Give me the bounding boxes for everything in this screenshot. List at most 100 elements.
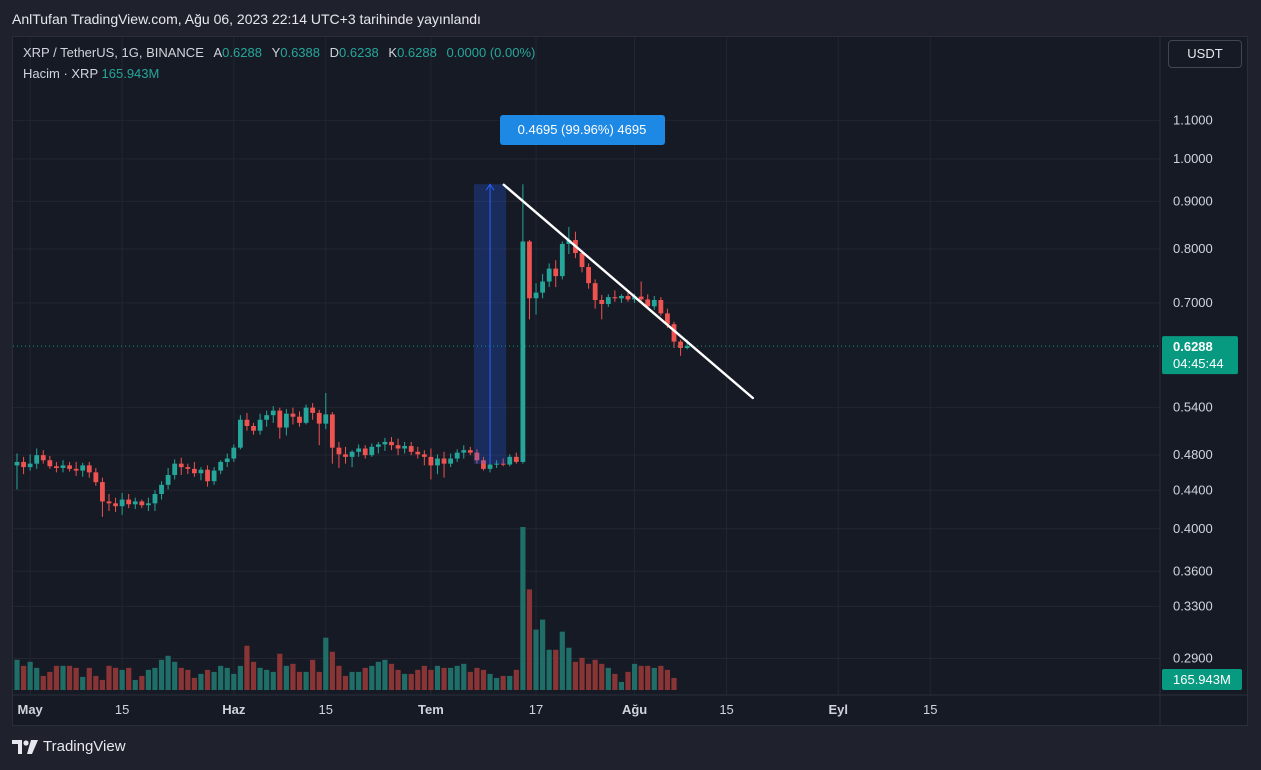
candle-body (126, 499, 132, 505)
volume-bar (172, 661, 178, 690)
candle-body (586, 267, 591, 284)
volume-bar (224, 667, 230, 690)
time-axis[interactable]: May 15 Haz 15 Tem 17 Ağu 15 Eyl 15 (17, 702, 937, 717)
price-tick-label: 1.1000 (1173, 112, 1213, 127)
volume-bar (296, 671, 303, 690)
volume-bar (605, 667, 611, 690)
volume-bar (572, 661, 579, 690)
candle-body (415, 451, 421, 455)
candle-body (395, 445, 401, 449)
price-tick-label: 0.9000 (1173, 193, 1213, 208)
last-price-label: 0.6288 (1173, 339, 1213, 354)
candle-body (540, 281, 545, 293)
candle-body (119, 499, 125, 507)
time-tick-label: Ağu (622, 702, 647, 717)
volume-bar (651, 667, 657, 690)
candle-body (277, 410, 283, 428)
candle-body (93, 472, 99, 483)
volume-bar (612, 673, 618, 690)
footer-brand[interactable]: TradingView (12, 738, 126, 755)
candle-body (86, 465, 92, 473)
volume-legend-label[interactable]: Hacim · XRP (23, 66, 98, 81)
low-label: D (329, 45, 340, 60)
candle-body (461, 450, 467, 453)
volume-bar (494, 677, 500, 690)
candle-body (362, 448, 368, 456)
volume-bar (415, 669, 421, 690)
symbol-title[interactable]: XRP / TetherUS, 1G, BINANCE (23, 45, 204, 60)
volume-bar (408, 673, 414, 690)
volume-bar (34, 667, 40, 690)
countdown-label: 04:45:44 (1173, 356, 1224, 371)
volume-bars (14, 527, 677, 690)
volume-bar (356, 671, 362, 690)
candles (14, 184, 690, 517)
time-tick-label: 17 (529, 702, 543, 717)
candle-body (270, 410, 276, 416)
time-tick-label: 15 (319, 702, 333, 717)
publish-header: AnlTufan TradingView.com, Ağu 06, 2023 2… (0, 0, 1261, 36)
currency-button[interactable]: USDT (1168, 40, 1242, 68)
volume-bar (218, 665, 224, 690)
chart-panel[interactable] (12, 36, 1248, 726)
volume-bar (329, 651, 335, 690)
volume-bar (283, 665, 289, 690)
high-label: Y (271, 45, 281, 60)
candle-body (113, 503, 118, 507)
candle-body (638, 296, 644, 300)
volume-badge-label: 165.943M (1173, 672, 1231, 687)
volume-badge (1162, 669, 1242, 690)
open-label: A (213, 45, 223, 60)
measure-label: 0.4695 (99.96%) 4695 (518, 122, 647, 137)
volume-bar (244, 645, 250, 690)
candle-body (500, 463, 506, 465)
volume-legend-value: 165.943M (101, 66, 160, 81)
volume-bar (290, 663, 296, 690)
candle-body (132, 501, 138, 505)
volume-bar (625, 671, 631, 690)
change-value: 0.0000 (0.00%) (446, 45, 536, 60)
candle-body (481, 460, 486, 469)
candle-body (507, 456, 513, 465)
volume-bar (645, 665, 651, 690)
candle-body (329, 414, 335, 448)
candle-body (218, 461, 224, 471)
candle-body (349, 451, 355, 457)
candle-body (191, 468, 197, 474)
time-tick-label: 15 (719, 702, 733, 717)
candle-body (546, 268, 552, 282)
low-value: 0.6238 (339, 45, 379, 60)
candle-body (579, 253, 585, 268)
volume-bar (421, 665, 427, 690)
volume-bar (362, 667, 368, 690)
candle-body (60, 465, 66, 468)
volume-bar (204, 669, 211, 690)
volume-bar (585, 663, 592, 690)
volume-bar (671, 677, 677, 690)
candle-body (80, 465, 86, 471)
volume-bar (211, 671, 217, 690)
volume-bar (342, 675, 349, 690)
candle-body (67, 465, 72, 469)
candle-body (467, 450, 473, 453)
candle-body (428, 456, 434, 466)
candle-body (264, 415, 270, 420)
candle-body (257, 419, 263, 431)
volume-bar (448, 667, 454, 690)
volume-bar (112, 667, 119, 690)
volume-bar (270, 671, 276, 690)
volume-bar (106, 665, 112, 690)
drawings[interactable]: 0.4695 (99.96%) 4695 (13, 115, 1160, 464)
volume-bar (520, 527, 526, 690)
price-axis[interactable]: 1.1000 1.0000 0.9000 0.8000 0.7000 0.5400 0.48… (1162, 112, 1242, 690)
candle-body (251, 425, 256, 431)
candle-body (559, 243, 565, 277)
high-value: 0.6388 (280, 45, 320, 60)
measure-label-box (500, 115, 665, 145)
price-tick-label: 1.0000 (1173, 151, 1213, 166)
volume-bar (99, 679, 106, 690)
volume-bar (566, 647, 572, 690)
candle-body (553, 268, 559, 277)
volume-bar (145, 669, 151, 690)
